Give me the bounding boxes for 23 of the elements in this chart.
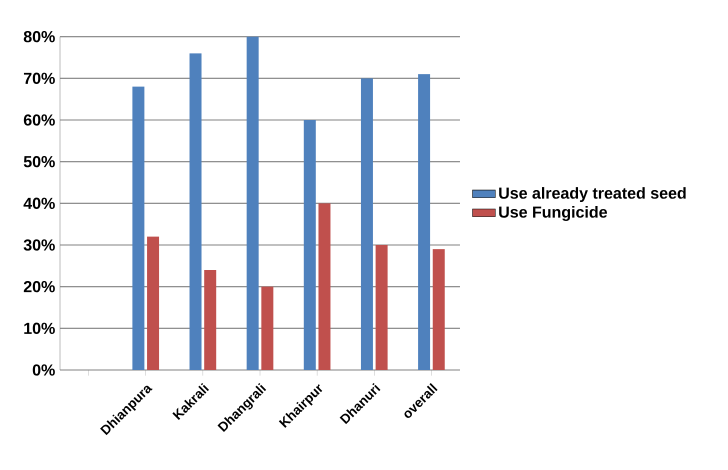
- bar: [147, 236, 160, 370]
- y-tick-label: 80%: [24, 31, 55, 42]
- y-tick-label: 10%: [24, 322, 55, 334]
- bar: [261, 286, 274, 370]
- bar: [318, 203, 330, 370]
- bar: [376, 244, 388, 370]
- bar: [246, 36, 259, 370]
- bar: [190, 53, 202, 370]
- y-tick-label: 30%: [24, 239, 55, 251]
- bar: [204, 270, 216, 370]
- y-tick-label: 0%: [32, 364, 55, 376]
- y-tick-label: 60%: [24, 114, 55, 126]
- y-tick-label: 20%: [24, 280, 55, 292]
- bar: [132, 86, 144, 370]
- legend-label: Use already treated seed: [499, 187, 686, 202]
- bar: [304, 120, 316, 370]
- bar: [432, 249, 445, 370]
- legend-label: Use Fungicide: [499, 206, 608, 221]
- bar: [360, 78, 373, 370]
- y-tick-label: 40%: [24, 198, 55, 209]
- y-tick-label: 50%: [24, 156, 55, 168]
- bar: [418, 74, 430, 370]
- y-tick-label: 70%: [24, 72, 55, 84]
